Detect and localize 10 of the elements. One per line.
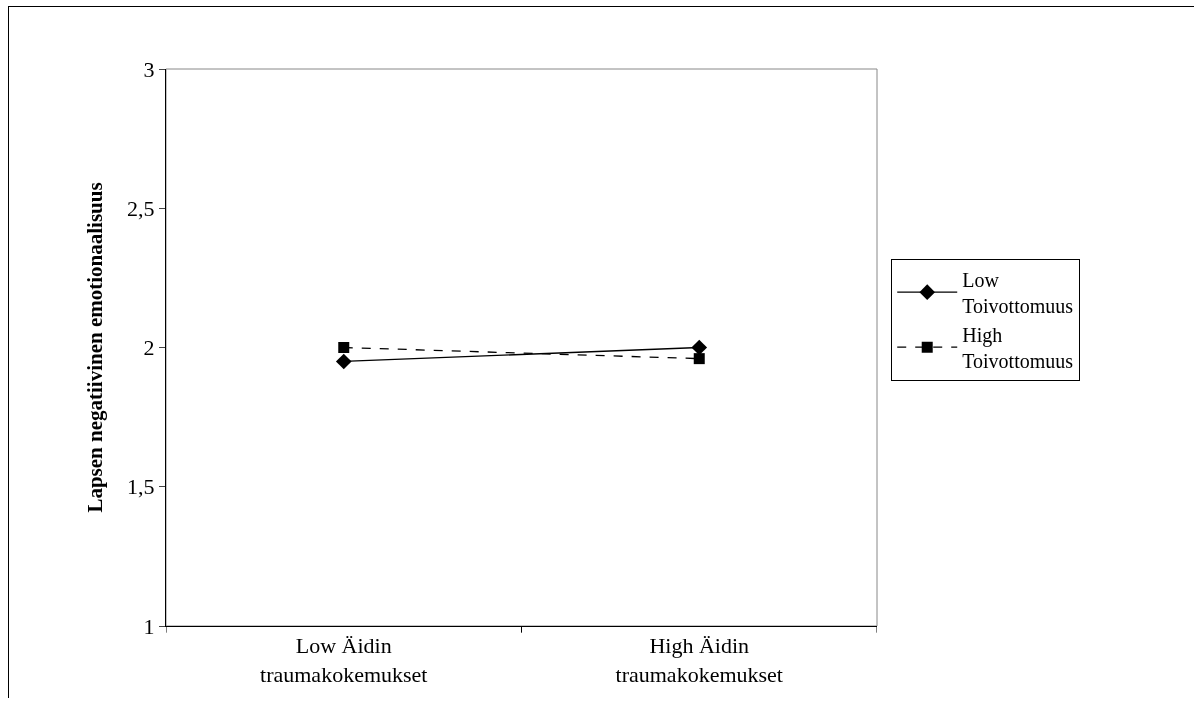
legend-label: Low Toivottomuus (962, 268, 1074, 317)
y-tick-label: 3 (143, 56, 155, 82)
x-tick-label: High Äidin traumakokemukset (615, 633, 783, 687)
y-axis-title: Lapsen negatiivinen emotionaalisuus (83, 182, 108, 513)
x-tick-label: Low Äidin traumakokemukset (260, 633, 428, 687)
y-tick-label: 2,5 (127, 195, 155, 221)
y-tick-label: 1 (143, 613, 155, 639)
y-tick-label: 2 (143, 335, 155, 361)
legend-label: High Toivottomuus (962, 323, 1074, 372)
y-tick-label: 1,5 (127, 474, 155, 500)
